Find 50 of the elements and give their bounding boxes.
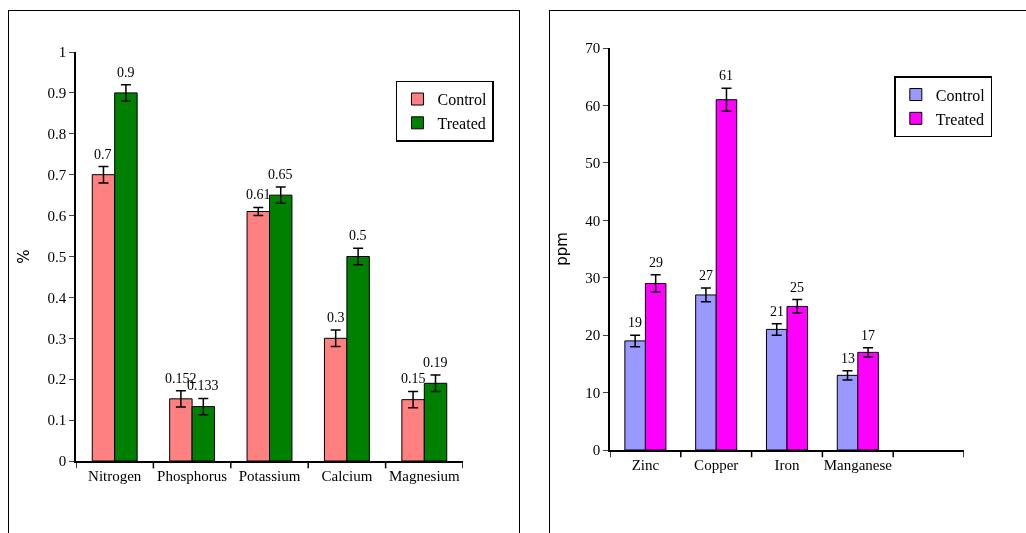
data-label: 0.19 <box>423 355 448 370</box>
data-label: 17 <box>861 328 875 343</box>
data-label: 0.3 <box>327 310 345 325</box>
y-tick-label: 0.6 <box>47 207 67 224</box>
data-label: 0.61 <box>246 187 271 202</box>
data-label: 0.5 <box>349 228 367 243</box>
data-label: 21 <box>770 304 784 319</box>
y-axis-title: % <box>15 249 34 264</box>
legend-label: Control <box>437 91 487 109</box>
data-label: 27 <box>699 268 713 283</box>
legend-label: Treated <box>935 110 985 128</box>
x-tick-label: Nitrogen <box>88 467 142 484</box>
data-label: 0.15 <box>401 371 426 386</box>
y-tick-label: 0.9 <box>47 85 67 102</box>
x-tick-label: Iron <box>774 456 800 473</box>
y-tick-label: 20 <box>585 327 601 344</box>
x-tick-label: Magnesium <box>388 467 461 484</box>
data-label: 25 <box>790 280 804 295</box>
x-tick-label: Manganese <box>823 456 893 473</box>
y-tick-label: 40 <box>585 212 601 229</box>
legend-label: Control <box>935 86 986 104</box>
x-tick-label: Potassium <box>238 467 301 484</box>
legend-label: Treated <box>437 115 486 133</box>
y-tick-label: 0.4 <box>47 289 67 306</box>
y-tick-label: 0.7 <box>47 166 67 183</box>
y-tick-label: 0.5 <box>47 248 67 265</box>
y-tick-label: 0 <box>592 442 601 459</box>
data-label: 0.9 <box>117 65 135 80</box>
y-tick-label: 0 <box>58 453 67 470</box>
data-label: 0.7 <box>94 147 112 162</box>
x-tick-label: Phosphorus <box>157 467 228 484</box>
data-label: 19 <box>628 315 642 330</box>
y-tick-label: 30 <box>585 269 601 286</box>
y-tick-label: 0.3 <box>47 330 67 347</box>
data-label: 29 <box>649 255 663 270</box>
y-tick-label: 1 <box>58 44 67 61</box>
data-label: 0.65 <box>268 167 293 182</box>
data-label: 61 <box>719 68 733 83</box>
x-tick-label: Calcium <box>321 467 373 484</box>
y-tick-label: 0.8 <box>47 126 67 143</box>
y-axis-title: ppm <box>553 232 571 266</box>
data-label: 13 <box>841 351 855 366</box>
x-tick-label: Copper <box>694 456 739 473</box>
y-tick-label: 70 <box>585 40 601 57</box>
y-tick-label: 10 <box>585 384 601 401</box>
y-tick-label: 50 <box>585 155 601 172</box>
x-tick-label: Zinc <box>631 456 660 473</box>
y-tick-label: 60 <box>585 97 601 114</box>
y-tick-label: 0.2 <box>47 371 67 388</box>
y-tick-label: 0.1 <box>47 412 67 429</box>
